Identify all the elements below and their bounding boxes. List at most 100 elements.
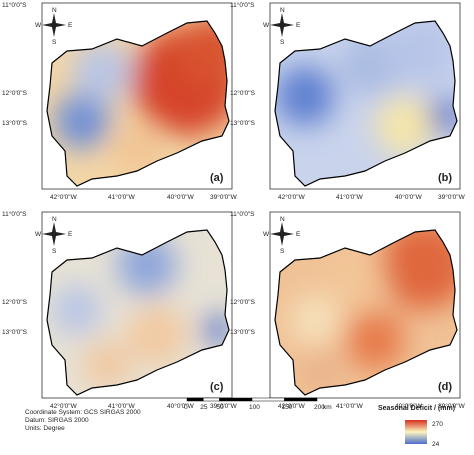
lon-label: 42°0'0"W bbox=[50, 193, 78, 201]
lon-label: 39°0'0"W bbox=[210, 402, 238, 410]
lat-label: 13°0'0"S bbox=[2, 119, 28, 127]
lat-label: 11°0'0"S bbox=[2, 210, 27, 218]
lon-label: 39°0'0"W bbox=[438, 402, 466, 410]
blob bbox=[127, 305, 187, 365]
scale-tick: 25 bbox=[200, 404, 208, 411]
blob bbox=[325, 250, 385, 310]
blob bbox=[275, 66, 335, 126]
lat-label: 12°0'0"S bbox=[2, 298, 28, 306]
lat-label: 11°0'0"S bbox=[2, 1, 27, 9]
lat-label: 13°0'0"S bbox=[230, 328, 256, 336]
surface-blobs bbox=[54, 21, 229, 176]
legend-bar bbox=[405, 420, 427, 444]
lon-label: 42°0'0"W bbox=[278, 402, 306, 410]
compass-s: S bbox=[52, 39, 57, 46]
scale-segment bbox=[203, 397, 220, 402]
compass-e: E bbox=[68, 231, 73, 238]
scale-tick: 200 bbox=[314, 404, 325, 411]
legend-max: 270 bbox=[432, 421, 443, 428]
lon-label: 41°0'0"W bbox=[336, 193, 364, 201]
lat-label: 13°0'0"S bbox=[230, 119, 256, 127]
blob bbox=[112, 126, 162, 176]
compass-w: W bbox=[35, 22, 42, 29]
blob bbox=[82, 340, 132, 390]
lat-label: 13°0'0"S bbox=[2, 328, 28, 336]
scale-tick: 50 bbox=[217, 404, 225, 411]
blob bbox=[52, 285, 102, 335]
scale-segment bbox=[251, 397, 285, 402]
compass-e: E bbox=[68, 22, 73, 29]
scale-tick: 0 bbox=[184, 404, 188, 411]
compass-n: N bbox=[280, 216, 285, 223]
compass-n: N bbox=[52, 7, 57, 14]
lat-label: 12°0'0"S bbox=[230, 298, 256, 306]
footer-line: Units: Degree bbox=[25, 425, 65, 432]
footer-line: Coordinate System: GCS SIRGAS 2000 bbox=[25, 409, 141, 416]
compass-s: S bbox=[52, 248, 57, 255]
compass-n: N bbox=[52, 216, 57, 223]
lon-label: 42°0'0"W bbox=[278, 193, 306, 201]
scale-tick: 100 bbox=[249, 404, 260, 411]
blob bbox=[385, 21, 455, 86]
compass-rose bbox=[270, 222, 294, 246]
panel-label: (b) bbox=[438, 172, 452, 184]
compass-w: W bbox=[35, 231, 42, 238]
scale-segment bbox=[186, 397, 204, 402]
lat-label: 12°0'0"S bbox=[230, 89, 256, 97]
scale-unit: km bbox=[323, 404, 332, 411]
lon-label: 41°0'0"W bbox=[336, 402, 364, 410]
compass-w: W bbox=[263, 22, 270, 29]
blob bbox=[203, 316, 229, 344]
footer: Coordinate System: GCS SIRGAS 2000 Datum… bbox=[25, 409, 141, 432]
lat-label: 11°0'0"S bbox=[230, 1, 255, 9]
blob bbox=[54, 93, 110, 149]
footer-line: Datum: SIRGAS 2000 bbox=[25, 417, 89, 424]
blob bbox=[290, 295, 340, 345]
blob bbox=[375, 96, 435, 156]
compass-rose bbox=[42, 13, 66, 37]
lon-label: 40°0'0"W bbox=[395, 402, 423, 410]
compass-w: W bbox=[263, 231, 270, 238]
compass-e: E bbox=[296, 22, 301, 29]
blob bbox=[300, 350, 340, 390]
legend-title: Seasonal Deficit / (mm) bbox=[378, 405, 455, 412]
scale-tick: 150 bbox=[282, 404, 293, 411]
compass-s: S bbox=[280, 248, 285, 255]
panel-label: (d) bbox=[438, 381, 452, 393]
compass: N S W E bbox=[35, 7, 73, 46]
lat-label: 12°0'0"S bbox=[2, 89, 28, 97]
panel-label: (c) bbox=[210, 381, 224, 393]
lon-label: 41°0'0"W bbox=[108, 193, 136, 201]
map-panel: N S W E (d) bbox=[263, 211, 461, 399]
map-panel: N S W E (b) bbox=[263, 2, 461, 190]
compass-rose bbox=[270, 13, 294, 37]
map-panel: N S W E (c) bbox=[35, 211, 233, 399]
lon-label: 39°0'0"W bbox=[438, 193, 466, 201]
lon-label: 40°0'0"W bbox=[395, 193, 423, 201]
legend: Seasonal Deficit / (mm) 270 24 bbox=[378, 405, 455, 448]
blob bbox=[177, 21, 229, 86]
compass-rose bbox=[42, 222, 66, 246]
surface-blobs bbox=[52, 235, 229, 390]
map-panel: N S W E (a) bbox=[35, 2, 233, 190]
lon-label: 39°0'0"W bbox=[210, 193, 238, 201]
lat-label: 11°0'0"S bbox=[230, 210, 255, 218]
compass: N S W E bbox=[35, 216, 73, 255]
lon-label: 42°0'0"W bbox=[50, 402, 78, 410]
lon-label: 41°0'0"W bbox=[108, 402, 136, 410]
scale-segment bbox=[284, 397, 318, 402]
lon-label: 40°0'0"W bbox=[167, 193, 195, 201]
compass: N S W E bbox=[263, 216, 301, 255]
blob bbox=[72, 41, 132, 101]
panel-label: (a) bbox=[210, 172, 224, 184]
compass: N S W E bbox=[263, 7, 301, 46]
surface-blobs bbox=[275, 21, 457, 156]
blob bbox=[345, 310, 405, 370]
lon-label: 40°0'0"W bbox=[167, 402, 195, 410]
compass-e: E bbox=[296, 231, 301, 238]
legend-min: 24 bbox=[432, 441, 440, 448]
scale-segment bbox=[219, 397, 253, 402]
compass-n: N bbox=[280, 7, 285, 14]
